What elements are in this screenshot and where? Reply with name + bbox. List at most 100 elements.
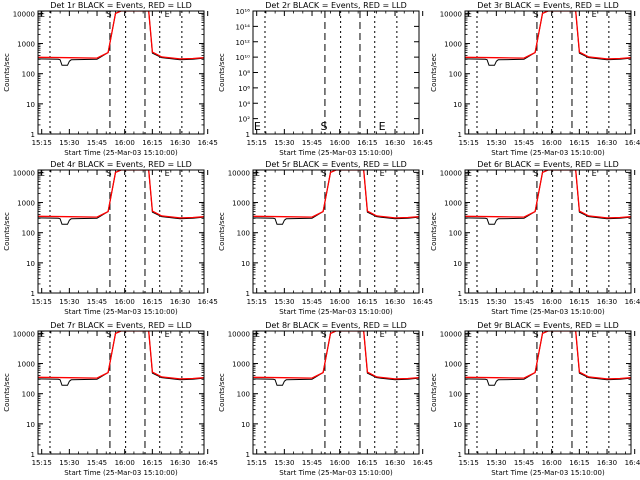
- y-tick-label: 1: [458, 290, 462, 298]
- y-tick-label: 10: [26, 101, 35, 109]
- phase-marker-E: E: [40, 169, 45, 178]
- x-tick-label: 16:45: [625, 459, 640, 467]
- y-tick-label: 10000: [440, 169, 462, 177]
- y-axis-label: Counts/sec: [430, 53, 438, 92]
- x-tick-label: 16:30: [385, 298, 405, 306]
- x-tick-label: 16:30: [385, 459, 405, 467]
- x-tick-label: 16:30: [170, 139, 190, 147]
- panel-frame: [252, 10, 420, 135]
- panel-frame: [252, 330, 420, 455]
- y-tick-label: 10: [453, 101, 462, 109]
- x-tick-label: 16:00: [330, 459, 350, 467]
- x-tick-label: 15:45: [302, 139, 322, 147]
- y-tick-label: 10: [241, 421, 250, 429]
- panel-title: Det 6r BLACK = Events, RED = LLD: [477, 160, 619, 169]
- phase-marker-E: E: [255, 330, 260, 339]
- x-tick-label: 16:15: [357, 139, 377, 147]
- x-tick-label: 15:30: [59, 298, 79, 306]
- x-tick-label: 15:15: [247, 298, 267, 306]
- y-axis-label: Counts/sec: [3, 212, 11, 251]
- phase-marker-S: S: [106, 169, 111, 178]
- phase-marker-S: S: [321, 120, 328, 133]
- y-tick-label: 10⁶: [238, 85, 250, 93]
- y-tick-label: 10⁸: [238, 70, 250, 78]
- y-axis-label: Counts/sec: [430, 373, 438, 412]
- x-tick-label: 16:00: [542, 459, 562, 467]
- y-tick-label: 100: [449, 391, 462, 399]
- y-tick-label: 100: [22, 71, 35, 79]
- y-tick-label: 100: [449, 71, 462, 79]
- x-tick-label: 15:45: [514, 459, 534, 467]
- phase-marker-S: S: [321, 330, 326, 339]
- y-tick-label: 1: [31, 131, 35, 139]
- y-tick-label: 10: [241, 260, 250, 268]
- curves: [465, 11, 631, 66]
- x-axis-label: Start Time (25-Mar-03 15:10:00): [279, 469, 393, 477]
- y-tick-label: 10000: [228, 169, 250, 177]
- curves: [38, 331, 204, 386]
- y-tick-label: 1: [458, 451, 462, 459]
- lld-series-line: [465, 331, 631, 380]
- phase-marker-E: E: [380, 330, 385, 339]
- x-tick-label: 16:15: [569, 298, 589, 306]
- x-tick-label: 16:45: [198, 139, 218, 147]
- lld-series-line: [465, 11, 631, 60]
- y-tick-label: 10¹⁴: [235, 23, 250, 31]
- x-tick-label: 15:15: [247, 139, 267, 147]
- x-tick-label: 16:00: [115, 139, 135, 147]
- x-tick-label: 15:30: [274, 298, 294, 306]
- curves: [253, 170, 419, 225]
- y-tick-label: 100: [237, 230, 250, 238]
- phase-marker-S: S: [106, 10, 111, 19]
- y-axis-label: Counts/sec: [430, 212, 438, 251]
- x-tick-label: 16:00: [330, 298, 350, 306]
- y-tick-label: 100: [237, 391, 250, 399]
- x-tick-label: 15:30: [486, 298, 506, 306]
- panel-title: Det 7r BLACK = Events, RED = LLD: [50, 321, 192, 330]
- curves: [465, 331, 631, 386]
- y-tick-label: 1: [246, 451, 250, 459]
- phase-marker-E: E: [467, 330, 472, 339]
- y-axis-label: Counts/sec: [218, 53, 226, 92]
- x-tick-label: 15:45: [514, 139, 534, 147]
- y-tick-label: 1000: [17, 361, 35, 369]
- x-axis-label: Start Time (25-Mar-03 15:10:00): [491, 308, 605, 316]
- panel-frame: [252, 169, 420, 294]
- y-tick-label: 100: [449, 230, 462, 238]
- x-tick-label: 15:30: [59, 139, 79, 147]
- y-tick-label: 1: [458, 131, 462, 139]
- y-tick-label: 10: [26, 421, 35, 429]
- x-tick-label: 15:30: [274, 459, 294, 467]
- lld-series-line: [253, 170, 419, 219]
- det-panel-8: Det 8r BLACK = Events, RED = LLD 1 10 100 10…: [218, 321, 433, 477]
- det-panel-7: Det 7r BLACK = Events, RED = LLD 1 10 100 10…: [3, 321, 218, 477]
- x-tick-label: 15:45: [302, 459, 322, 467]
- y-tick-label: 1000: [444, 361, 462, 369]
- y-tick-label: 10²: [238, 116, 250, 124]
- y-tick-label: 1: [31, 290, 35, 298]
- y-tick-label: 10000: [13, 10, 35, 18]
- x-axis-label: Start Time (25-Mar-03 15:10:00): [279, 149, 393, 157]
- x-tick-label: 16:15: [569, 139, 589, 147]
- x-tick-label: 15:30: [274, 139, 294, 147]
- phase-marker-E: E: [165, 169, 170, 178]
- x-tick-label: 15:45: [87, 298, 107, 306]
- phase-marker-E: E: [40, 10, 45, 19]
- panel-frame: [37, 10, 205, 135]
- x-tick-label: 15:15: [459, 459, 479, 467]
- y-tick-label: 10⁴: [238, 100, 250, 108]
- phase-marker-S: S: [321, 169, 326, 178]
- y-tick-label: 10000: [13, 330, 35, 338]
- panel-frame: [464, 169, 632, 294]
- phase-marker-E: E: [165, 10, 170, 19]
- det-panel-6: Det 6r BLACK = Events, RED = LLD 1 10 100 10…: [430, 160, 640, 316]
- x-tick-label: 15:15: [32, 298, 52, 306]
- curves: [38, 11, 204, 66]
- y-tick-label: 10: [453, 421, 462, 429]
- x-tick-label: 16:45: [413, 298, 433, 306]
- phase-marker-E: E: [380, 169, 385, 178]
- x-tick-label: 15:15: [247, 459, 267, 467]
- x-tick-label: 16:45: [198, 298, 218, 306]
- panel-title: Det 1r BLACK = Events, RED = LLD: [50, 1, 192, 10]
- y-axis-label: Counts/sec: [3, 373, 11, 412]
